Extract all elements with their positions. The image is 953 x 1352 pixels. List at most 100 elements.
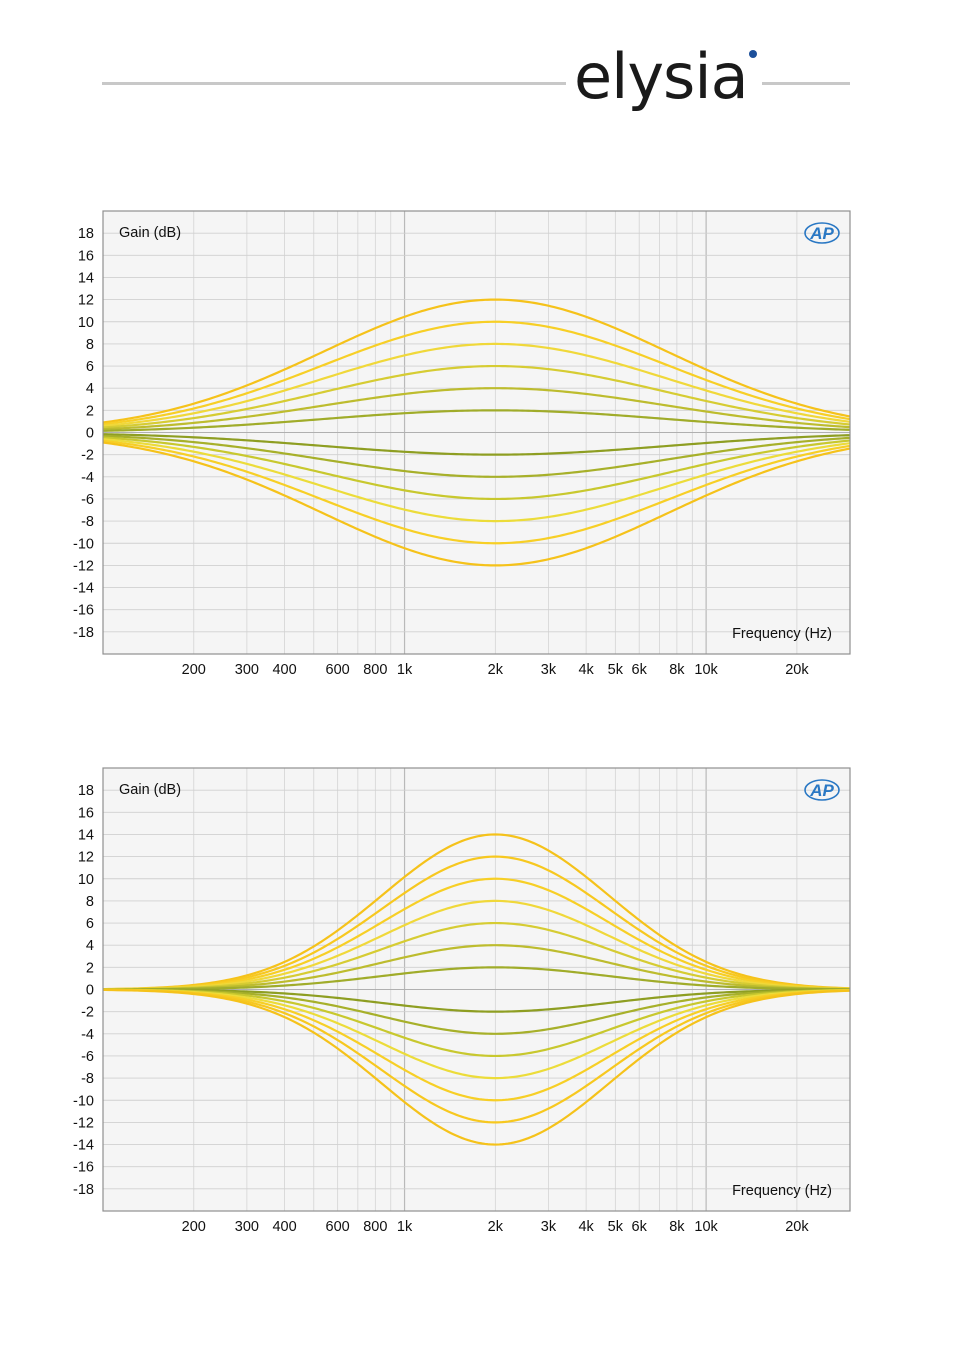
y-tick-label: 18 — [78, 226, 94, 242]
eq-response-chart-2: 18 16 14 12 10 8 6 4 2 0 -2 -4 -6 -8 -10 -12 -14 -16 -18 20… — [73, 767, 851, 1235]
series-line — [103, 438, 850, 523]
y-tick-label: 0 — [86, 426, 94, 442]
y-tick-label: 8 — [86, 337, 94, 353]
series-line — [103, 988, 850, 1058]
y-axis-label: Gain (dB) — [119, 782, 181, 798]
series-line — [103, 833, 850, 991]
x-tick-label: 400 — [272, 1219, 296, 1235]
ap-badge-text: AP — [809, 224, 834, 243]
header-rule-left — [102, 82, 566, 85]
y-tick-label: 16 — [78, 248, 94, 264]
ap-badge: AP — [804, 222, 840, 244]
x-tick-label: 200 — [182, 662, 206, 678]
x-tick-label: 600 — [326, 662, 350, 678]
series-line — [103, 434, 850, 478]
brand-logo: elysia — [574, 40, 749, 113]
y-tick-label: 12 — [78, 293, 94, 309]
x-tick-label: 800 — [363, 662, 387, 678]
x-tick-label: 20k — [785, 1219, 809, 1235]
y-tick-label: -18 — [73, 1182, 94, 1198]
eq-response-chart-1: 18 16 14 12 10 8 6 4 2 0 -2 -4 -6 -8 -10 -12 -14 -16 -18 20… — [73, 210, 851, 678]
series-line — [103, 988, 850, 1013]
y-tick-label: -16 — [73, 603, 94, 619]
x-tick-label: 5k — [608, 1219, 624, 1235]
series-line — [103, 298, 850, 424]
series-line — [103, 966, 850, 991]
series-line — [103, 944, 850, 991]
series-line — [103, 877, 850, 991]
series-line — [103, 409, 850, 432]
series-line — [103, 320, 850, 426]
y-tick-label: 16 — [78, 805, 94, 821]
series-line — [103, 387, 850, 431]
y-tick-label: 8 — [86, 894, 94, 910]
x-tick-label: 6k — [632, 662, 648, 678]
y-tick-label: -2 — [81, 1005, 94, 1021]
y-tick-label: 14 — [78, 827, 94, 843]
y-tick-label: -12 — [73, 558, 94, 574]
x-tick-label: 8k — [669, 662, 685, 678]
y-tick-label: -16 — [73, 1160, 94, 1176]
y-tick-label: -12 — [73, 1115, 94, 1131]
x-tick-label: 200 — [182, 1219, 206, 1235]
x-tick-label: 3k — [541, 1219, 557, 1235]
x-tick-label: 2k — [488, 1219, 504, 1235]
x-tick-label: 20k — [785, 662, 809, 678]
x-tick-label: 4k — [578, 662, 594, 678]
curves — [103, 298, 850, 567]
series-line — [103, 342, 850, 427]
y-tick-label: -8 — [81, 1071, 94, 1087]
series-line — [103, 988, 850, 1146]
y-tick-label: 6 — [86, 916, 94, 932]
y-tick-label: 2 — [86, 960, 94, 976]
y-tick-label: 14 — [78, 270, 94, 286]
curves — [103, 833, 850, 1146]
y-tick-label: -10 — [73, 1093, 94, 1109]
x-tick-label: 5k — [608, 662, 624, 678]
y-tick-label: -18 — [73, 625, 94, 641]
x-axis-label: Frequency (Hz) — [732, 1183, 832, 1199]
plot-frame — [102, 767, 851, 1212]
x-tick-label: 2k — [488, 662, 504, 678]
y-tick-label: 12 — [78, 850, 94, 866]
ap-badge: AP — [804, 779, 840, 801]
x-tick-label: 10k — [694, 662, 718, 678]
y-tick-label: 10 — [78, 315, 94, 331]
x-tick-label: 10k — [694, 1219, 718, 1235]
y-tick-label: -8 — [81, 514, 94, 530]
x-axis-label: Frequency (Hz) — [732, 626, 832, 642]
series-line — [103, 988, 850, 1035]
series-line — [103, 855, 850, 991]
x-tick-label: 400 — [272, 662, 296, 678]
brand-logo-dot — [749, 50, 757, 58]
y-tick-label: -14 — [73, 581, 94, 597]
grid-lines — [103, 211, 850, 654]
x-tick-label: 6k — [632, 1219, 648, 1235]
y-tick-label: -4 — [81, 1027, 94, 1043]
y-tick-label: 4 — [86, 938, 94, 954]
series-line — [103, 364, 850, 429]
y-tick-label: -4 — [81, 470, 94, 486]
series-line — [103, 436, 850, 501]
series-line — [103, 441, 850, 567]
series-line — [103, 433, 850, 456]
y-tick-label: -10 — [73, 536, 94, 552]
y-tick-label: 18 — [78, 783, 94, 799]
y-axis-label: Gain (dB) — [119, 225, 181, 241]
y-tick-label: -14 — [73, 1138, 94, 1154]
header-rule-right — [762, 82, 850, 85]
x-tick-label: 8k — [669, 1219, 685, 1235]
y-tick-label: 4 — [86, 381, 94, 397]
y-tick-label: 6 — [86, 359, 94, 375]
y-tick-label: 2 — [86, 403, 94, 419]
x-tick-label: 800 — [363, 1219, 387, 1235]
y-tick-label: 10 — [78, 872, 94, 888]
series-line — [103, 921, 850, 991]
x-tick-label: 3k — [541, 662, 557, 678]
y-tick-label: 0 — [86, 983, 94, 999]
y-tick-label: -6 — [81, 492, 94, 508]
ap-badge-text: AP — [809, 781, 834, 800]
x-tick-label: 4k — [578, 1219, 594, 1235]
plot-frame — [102, 210, 851, 655]
series-line — [103, 439, 850, 545]
